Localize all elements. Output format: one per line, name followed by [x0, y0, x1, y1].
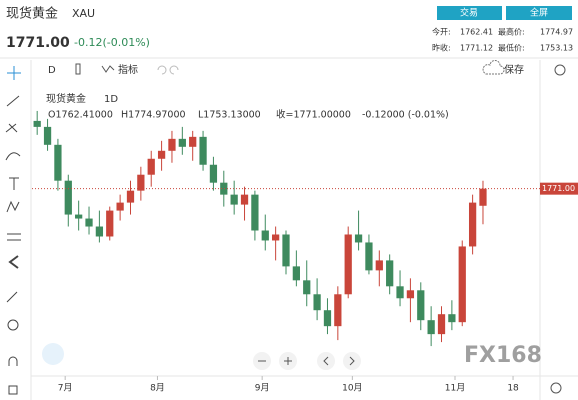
scroll-right[interactable] — [343, 352, 361, 370]
candle-body — [292, 266, 300, 281]
legend-ohlc: O1762.41000 — [48, 110, 113, 121]
candle-body — [427, 320, 435, 335]
x-tick-label: 9月 — [255, 383, 270, 394]
trade-button[interactable] — [437, 6, 502, 20]
candle-body — [116, 202, 124, 211]
indicator-icon[interactable] — [101, 65, 115, 73]
x-tick-label: 7月 — [58, 383, 73, 394]
legend-interval: 1D — [104, 94, 118, 105]
stat-label: 最高价: — [498, 27, 525, 37]
stat-value: 1771.12 — [460, 44, 493, 53]
stat-label: 最低价: — [498, 43, 525, 53]
stat-label: 昨收: — [432, 43, 451, 53]
fullscreen-button[interactable] — [506, 6, 572, 20]
candle-body — [147, 158, 155, 175]
price-tag-label: 1771.00 — [542, 184, 575, 193]
x-tick-label: 10月 — [342, 383, 362, 394]
legend-ohlc: -0.12000 (-0.01%) — [362, 110, 449, 121]
axis-settings[interactable] — [550, 382, 562, 394]
candle-body — [437, 314, 446, 335]
symbol: XAU — [72, 7, 95, 20]
x-tick-label: 8月 — [150, 383, 165, 394]
candle-body — [85, 218, 93, 227]
legend-ohlc: H1774.97000 — [121, 110, 186, 121]
candle-body — [479, 188, 487, 206]
candle-body — [75, 214, 83, 219]
candle-body — [178, 138, 186, 147]
candle-body — [240, 194, 249, 205]
candle-body — [230, 194, 238, 205]
watermark: FX168 — [464, 343, 542, 368]
settings-icon[interactable] — [554, 64, 566, 76]
candle-body — [189, 136, 197, 147]
candle-body — [417, 290, 425, 321]
candle-body — [386, 260, 394, 287]
legend-ohlc: 收=1771.00000 — [276, 109, 351, 121]
scroll-left[interactable] — [317, 352, 335, 370]
candle-body — [365, 242, 373, 271]
cloud-button[interactable] — [42, 343, 64, 365]
candle-body — [448, 314, 456, 323]
interval-button[interactable]: D — [48, 65, 56, 76]
trade-label[interactable]: 交易 — [460, 7, 478, 19]
stat-label: 今开: — [432, 27, 451, 37]
candle-body — [137, 174, 145, 191]
left-toolbar[interactable] — [5, 66, 21, 395]
save-button[interactable]: 保存 — [504, 63, 524, 76]
candle-body — [95, 226, 104, 237]
candle-body — [354, 234, 363, 243]
undo-redo[interactable] — [157, 65, 179, 75]
name: 现货黄金 — [6, 6, 58, 22]
candle-body — [209, 164, 218, 183]
cloud-icon[interactable] — [482, 59, 505, 75]
price-tag — [540, 182, 578, 195]
candle-body — [344, 234, 352, 295]
candle-body — [334, 294, 342, 327]
fullscreen-label[interactable]: 全屏 — [530, 7, 548, 19]
x-tick-label: 18 — [507, 384, 519, 394]
indicators-button[interactable]: 指标 — [118, 63, 138, 76]
candle-body — [157, 150, 166, 159]
stat-value: 1774.97 — [540, 28, 573, 37]
candle-body — [64, 180, 72, 215]
x-tick-label: 11月 — [445, 383, 465, 394]
candle-body — [220, 182, 228, 195]
candle-icon[interactable] — [75, 63, 81, 75]
candle-body — [282, 234, 290, 267]
candle-body — [323, 310, 332, 327]
price: 1771.00 — [6, 35, 70, 51]
change: -0.12(-0.01%) — [74, 36, 150, 49]
candle-body — [43, 126, 52, 145]
candle-body — [199, 136, 207, 165]
candle-body — [406, 290, 415, 299]
candle-body — [272, 234, 280, 241]
candle-body — [54, 144, 62, 181]
candle-body — [458, 246, 466, 323]
stat-value: 1762.41 — [460, 28, 493, 37]
candle-body — [106, 210, 114, 237]
candle-body — [468, 202, 477, 247]
candle-body — [261, 230, 269, 241]
candle-body — [126, 190, 135, 203]
stat-value: 1753.13 — [540, 44, 573, 53]
candle-body — [375, 260, 383, 271]
candle-body — [396, 286, 404, 299]
candle-body — [313, 294, 321, 311]
legend-name: 现货黄金 — [46, 92, 86, 105]
candle-body — [168, 138, 176, 151]
candle-body — [303, 280, 311, 295]
candle-body — [251, 194, 259, 231]
legend-ohlc: L1753.13000 — [198, 110, 261, 121]
candle-body — [33, 120, 41, 127]
